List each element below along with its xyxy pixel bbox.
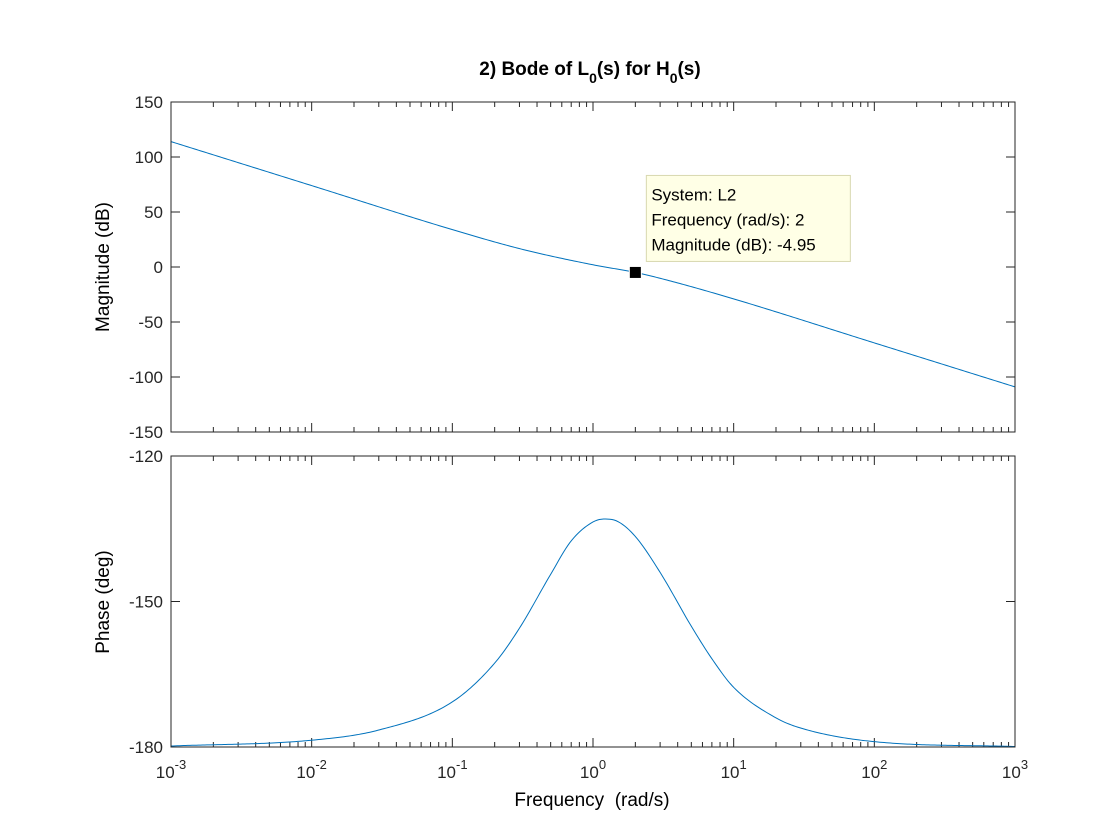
x-tick-label: 102 — [861, 757, 887, 782]
magnitude-plot-area — [171, 102, 1015, 432]
magnitude-y-tick-label: -100 — [129, 368, 163, 387]
magnitude-y-tick-label: -50 — [138, 313, 163, 332]
magnitude-y-tick-label: 0 — [154, 258, 163, 277]
x-axis-label: Frequency (rad/s) — [514, 790, 669, 811]
x-tick-label: 100 — [580, 757, 606, 782]
datatip-box — [645, 174, 851, 262]
phase-y-axis-label: Phase (deg) — [93, 550, 114, 654]
phase-y-tick-label: -120 — [129, 447, 163, 466]
datatip-text: System: L2 — [651, 185, 736, 204]
phase-plot-area — [171, 456, 1015, 747]
x-tick-label: 101 — [721, 757, 747, 782]
magnitude-series-line — [170, 141, 1016, 388]
magnitude-y-tick-label: 50 — [144, 203, 163, 222]
datatip-marker[interactable] — [628, 265, 642, 279]
magnitude-y-axis-label: Magnitude (dB) — [93, 202, 114, 332]
x-tick-label: 10-1 — [437, 757, 467, 782]
magnitude-y-tick-label: 100 — [135, 148, 163, 167]
datatip[interactable]: System: L2 Frequency (rad/s): 2 Magnitude … — [628, 174, 851, 279]
phase-y-tick-label: -150 — [129, 593, 163, 612]
magnitude-axes-frame — [170, 101, 1016, 433]
magnitude-y-tick-label: 150 — [135, 93, 163, 112]
magnitude-y-tick-label: -150 — [129, 423, 163, 442]
phase-y-tick-label: -180 — [129, 738, 163, 757]
datatip-text: Magnitude (dB): -4.95 — [651, 235, 815, 254]
chart-title: 2) Bode of L0(s) for H0(s) — [479, 59, 700, 86]
x-tick-label: 103 — [1002, 757, 1028, 782]
x-tick-label: 10-3 — [156, 757, 186, 782]
datatip-text: Frequency (rad/s): 2 — [651, 210, 804, 229]
x-tick-label: 10-2 — [296, 757, 326, 782]
phase-series-line — [170, 518, 1016, 748]
phase-axes-frame — [170, 455, 1016, 748]
magnitude-axes[interactable]: 150 100 50 0 -50 -100 -150 System: L2 Frequency … — [129, 93, 1016, 442]
